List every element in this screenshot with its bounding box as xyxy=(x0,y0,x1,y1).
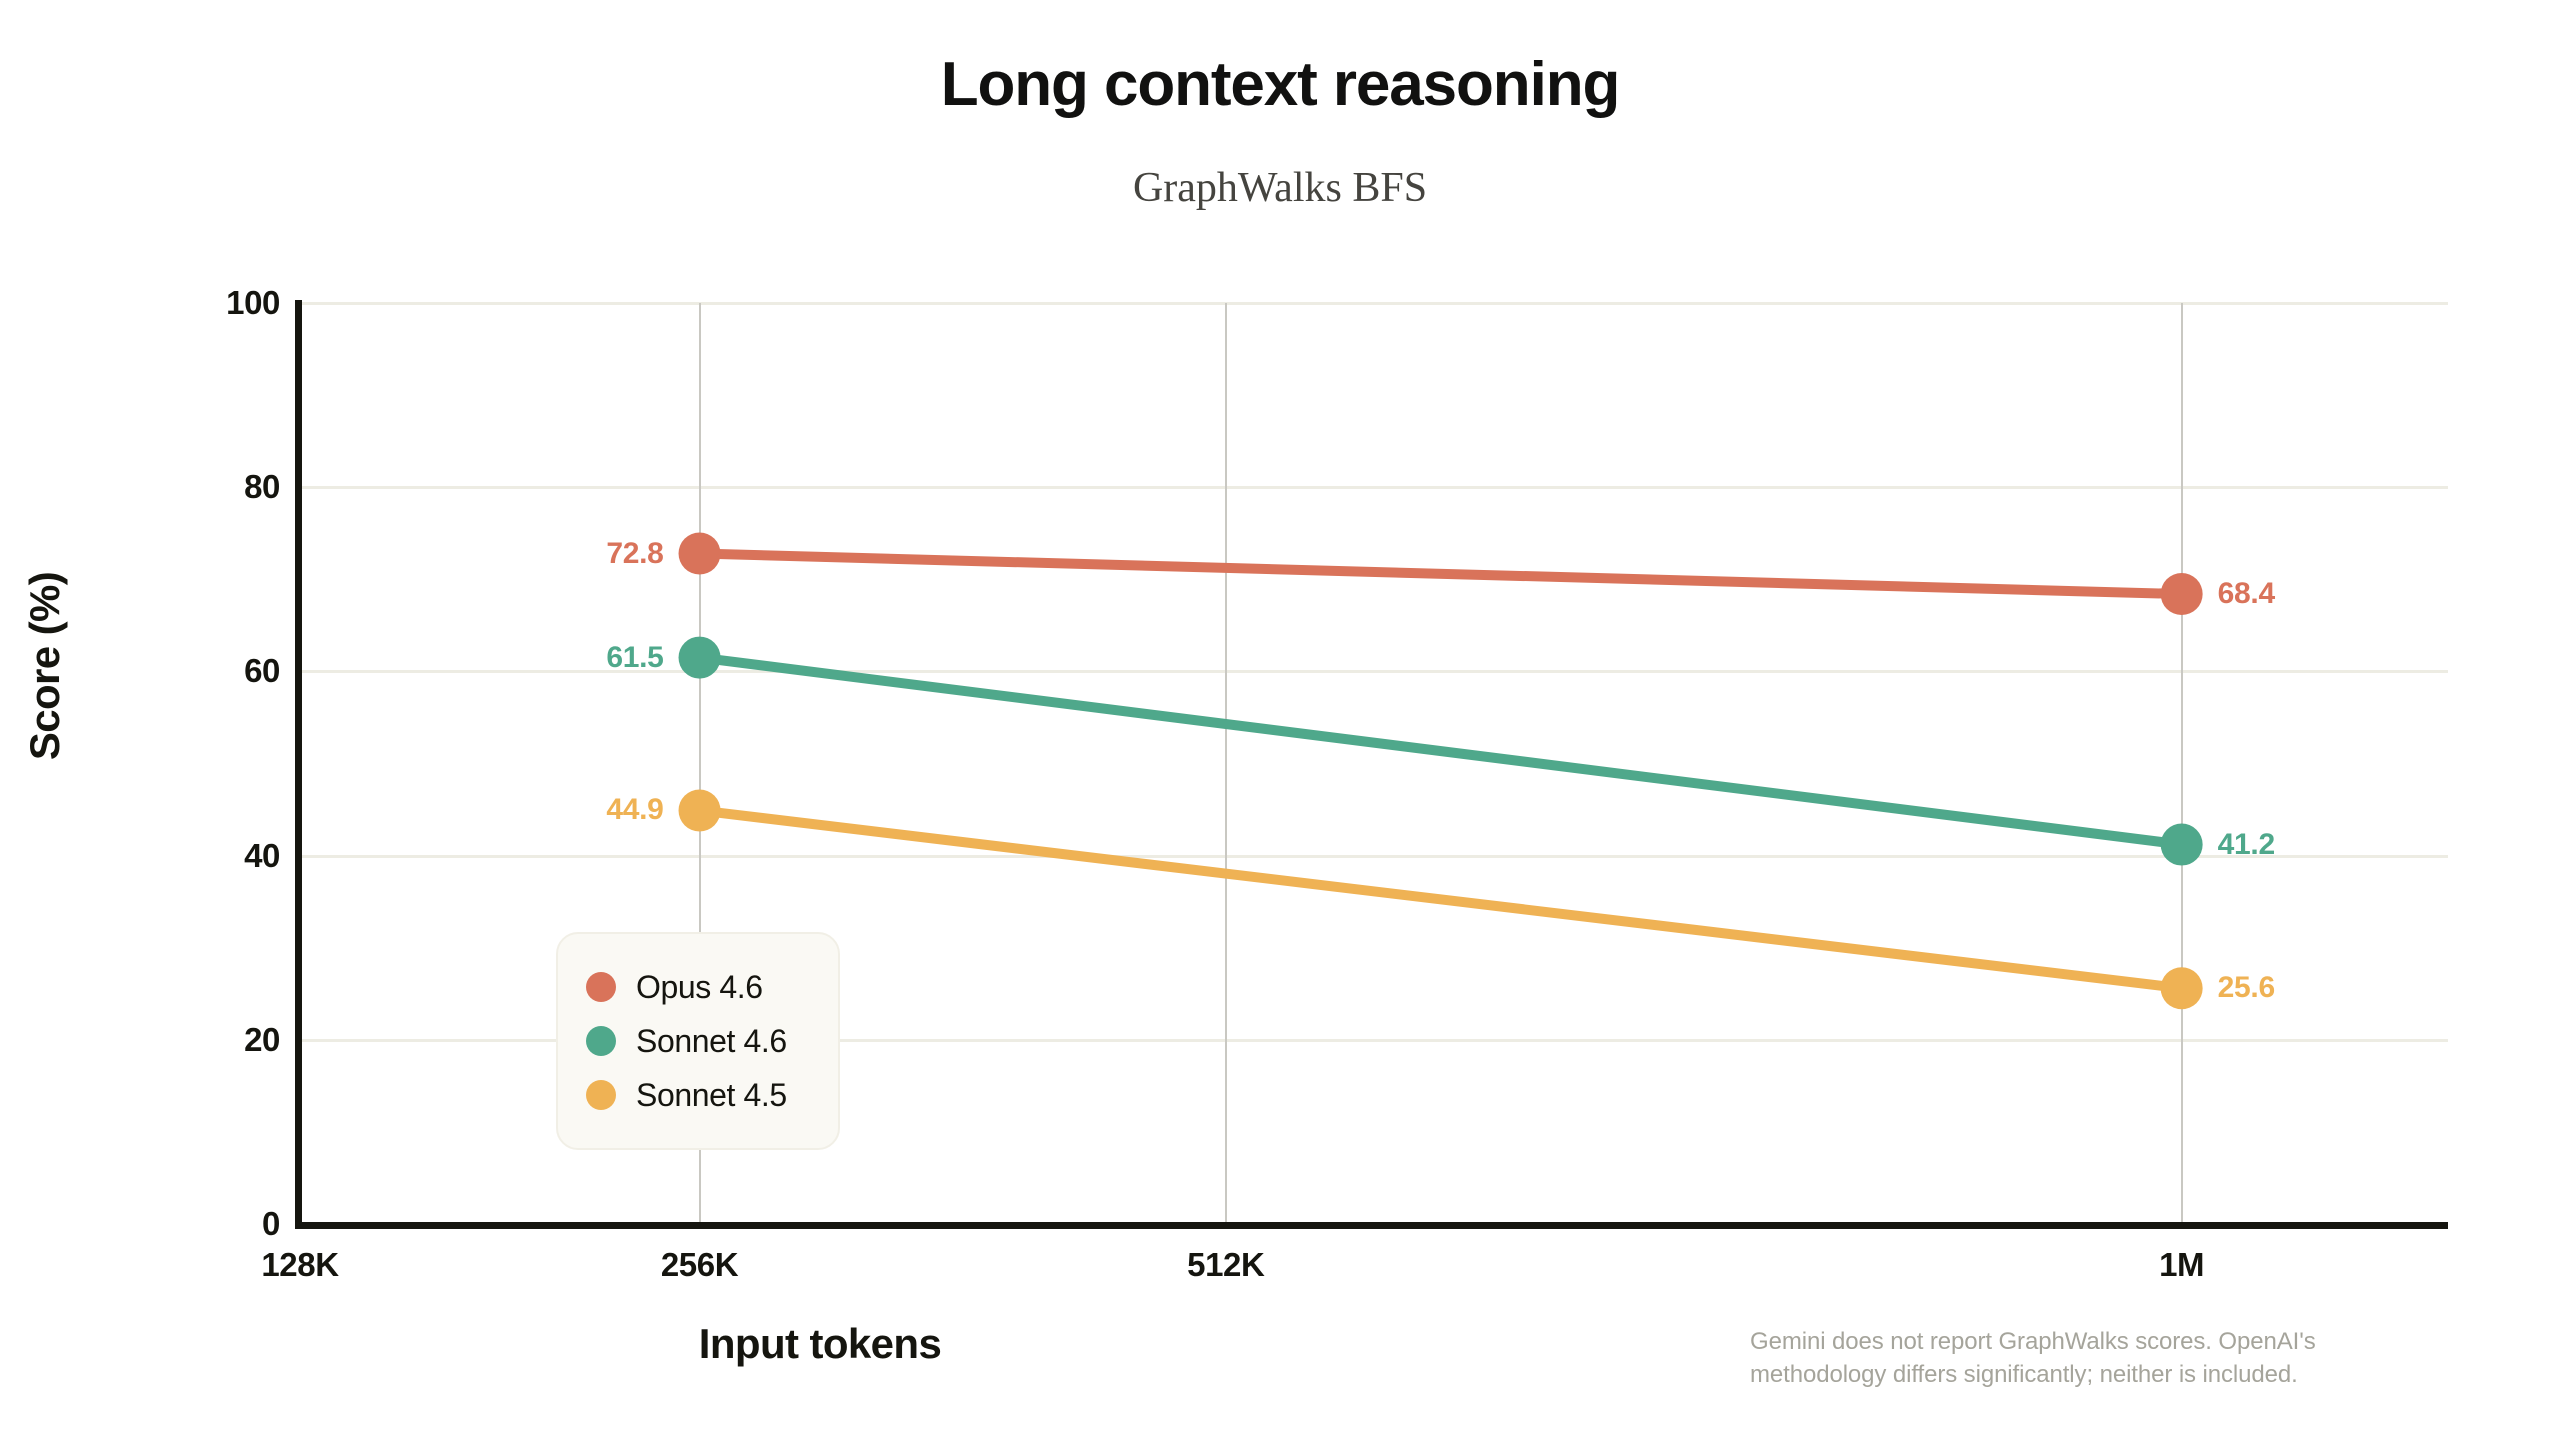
page-title: Long context reasoning xyxy=(940,50,1621,119)
legend-swatch-icon xyxy=(586,972,616,1002)
data-point-label: 61.5 xyxy=(606,640,664,674)
x-tick-label: 128K xyxy=(261,1246,339,1283)
x-tick-label: 512K xyxy=(1187,1246,1265,1283)
y-tick-label: 20 xyxy=(244,1020,280,1058)
y-tick-label: 0 xyxy=(262,1205,280,1242)
y-tick-label: 60 xyxy=(244,652,280,690)
data-point-label: 25.6 xyxy=(2217,971,2276,1005)
chart-subtitle: GraphWalks BFS xyxy=(1132,165,1428,211)
legend-item-opus-4-6[interactable]: Opus 4.6 xyxy=(586,960,808,1014)
y-axis-spine xyxy=(295,300,302,1229)
legend-swatch-icon xyxy=(586,1026,616,1056)
legend-swatch-icon xyxy=(586,1080,616,1110)
y-tick-label: 100 xyxy=(226,284,280,321)
x-axis-title: Input tokens xyxy=(698,1320,942,1367)
gridline-horizontal xyxy=(300,854,2448,858)
legend-item-label: Sonnet 4.6 xyxy=(636,1023,787,1059)
data-point-label: 68.4 xyxy=(2217,577,2276,611)
gridline-horizontal xyxy=(300,1038,2448,1042)
gridline-vertical xyxy=(1224,303,1227,1224)
gridline-horizontal xyxy=(300,302,2448,305)
legend-item-label: Sonnet 4.5 xyxy=(636,1077,787,1113)
y-axis-title: Score (%) xyxy=(21,571,68,761)
chart-legend: Opus 4.6 Sonnet 4.6 Sonnet 4.5 xyxy=(556,932,840,1150)
x-tick-label: 1M xyxy=(2159,1246,2205,1283)
legend-item-sonnet-4-5[interactable]: Sonnet 4.5 xyxy=(586,1068,808,1122)
y-axis-tick-labels: 0 20 40 60 80 100 xyxy=(115,284,280,1242)
data-point-label: 44.9 xyxy=(606,793,664,827)
x-axis-spine xyxy=(295,1222,2448,1229)
gridline-horizontal xyxy=(300,486,2448,490)
chart-footnote: Gemini does not report GraphWalks scores… xyxy=(1750,1328,2316,1389)
x-tick-label: 256K xyxy=(660,1246,739,1283)
legend-item-label: Opus 4.6 xyxy=(636,969,763,1005)
data-point-label: 72.8 xyxy=(606,536,664,570)
legend-item-sonnet-4-6[interactable]: Sonnet 4.6 xyxy=(586,1014,808,1068)
data-point-label: 41.2 xyxy=(2217,827,2276,861)
y-tick-label: 40 xyxy=(244,836,280,874)
y-tick-label: 80 xyxy=(244,468,280,506)
gridline-vertical xyxy=(2180,303,2183,1224)
